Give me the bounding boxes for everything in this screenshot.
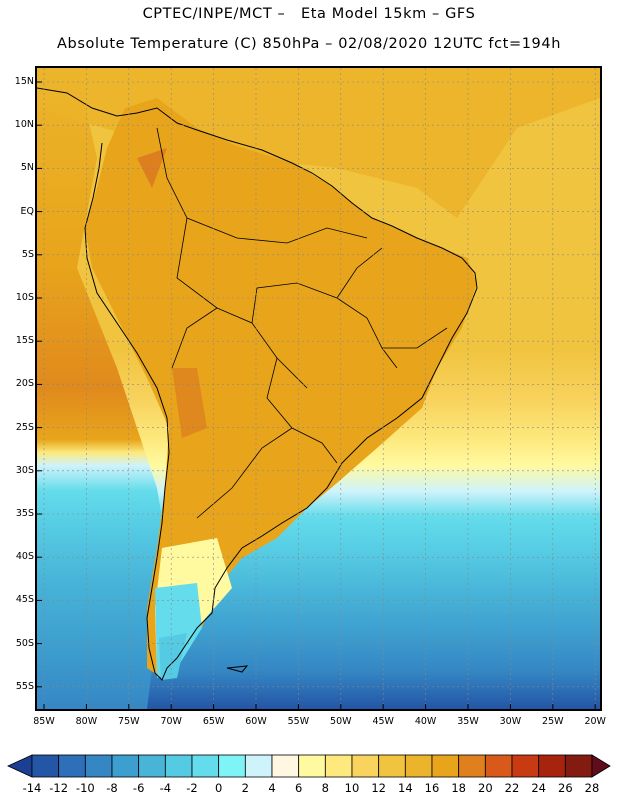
longitude-tick-label: 20W [584,716,606,727]
longitude-tick-label: 25W [542,716,564,727]
latitude-tick-label: 55S [15,680,34,692]
colorbar-swatch [31,754,60,778]
colorbar-tick-label: -14 [22,781,42,795]
colorbar-tick-label: 18 [451,781,466,795]
latitude-tick-label: 5N [20,162,34,174]
colorbar-swatch [564,754,593,778]
colorbar-swatch [351,754,380,778]
longitude-tick-label: 85W [33,716,55,727]
latitude-tick-label: 40S [15,551,34,563]
colorbar-swatch [58,754,86,778]
colorbar-tick-label: 8 [321,781,329,795]
longitude-tick-label: 60W [245,716,267,727]
colorbar-arrow-high [591,754,611,778]
colorbar-tick-label: -6 [132,781,145,795]
latitude-tick-label: 35S [15,508,34,519]
colorbar-swatch [191,754,220,778]
colorbar-swatch [244,754,273,778]
colorbar-tick-label: -12 [49,781,69,795]
colorbar-swatch [324,754,353,778]
title-line-2: Absolute Temperature (C) 850hPa – 02/08/… [57,36,561,52]
longitude-tick-label: 65W [202,716,225,727]
latitude-tick-label: 10S [15,292,34,303]
colorbar-swatch [218,754,246,778]
colorbar-swatch [138,754,166,778]
colorbar-tick-label: 0 [214,781,223,795]
longitude-tick-label: 35W [457,716,479,727]
graticule [37,68,600,709]
longitude-tick-label: 40W [414,716,437,727]
colorbar-swatch [164,754,193,778]
colorbar-swatch [458,754,486,778]
colorbar [7,754,611,778]
latitude-tick-label: 15S [15,335,34,347]
colorbar-tick-label: 28 [584,781,600,795]
colorbar-tick-label: 10 [344,781,360,795]
colorbar-tick-label: -8 [106,781,118,795]
latitude-tick-label: 15N [14,76,34,87]
longitude-tick-label: 55W [287,716,310,727]
colorbar-swatch [271,754,300,778]
colorbar-swatch [378,754,406,778]
colorbar-tick-label: 2 [241,781,249,795]
temperature-map [35,66,602,711]
colorbar-swatch [484,754,513,778]
colorbar-swatch [538,754,566,778]
colorbar-swatch [298,754,326,778]
colorbar-tick-label: -4 [159,781,172,795]
colorbar-swatch [404,754,433,778]
colorbar-tick-label: 22 [504,781,520,795]
latitude-tick-label: 20S [15,378,34,390]
colorbar-swatch [431,754,460,778]
latitude-tick-label: 25S [15,421,34,433]
title-line-1: CPTEC/INPE/MCT – Eta Model 15km – GFS [142,6,476,22]
longitude-tick-label: 45W [372,716,394,727]
coastline [37,87,478,681]
colorbar-tick-label: -2 [186,781,198,795]
colorbar-arrow-low [7,754,33,778]
colorbar-swatch [84,754,113,778]
colorbar-tick-label: 12 [371,781,386,795]
longitude-tick-label: 30W [499,716,522,727]
colorbar-swatch [111,754,140,778]
longitude-tick-label: 80W [75,716,98,727]
colorbar-tick-label: 16 [424,781,440,795]
latitude-tick-label: 5S [21,248,34,260]
longitude-tick-label: 70W [160,716,182,727]
colorbar-tick-label: -10 [75,781,95,795]
colorbar-tick-label: 4 [268,781,276,795]
longitude-tick-label: 75W [118,716,140,727]
colorbar-tick-label: 24 [531,781,546,795]
colorbar-swatch [511,754,540,778]
latitude-tick-label: 10N [14,119,34,131]
longitude-tick-label: 50W [330,716,352,727]
pacific-field [37,68,167,709]
colorbar-tick-label: 14 [398,781,413,795]
latitude-tick-label: 30S [15,464,34,476]
colorbar-tick-label: 20 [478,781,493,795]
latitude-tick-label: 50S [15,637,34,649]
latitude-tick-label: 45S [15,594,34,606]
colorbar-tick-label: 6 [294,781,303,795]
latitude-tick-label: EQ [20,205,34,217]
colorbar-tick-label: 26 [558,781,573,795]
